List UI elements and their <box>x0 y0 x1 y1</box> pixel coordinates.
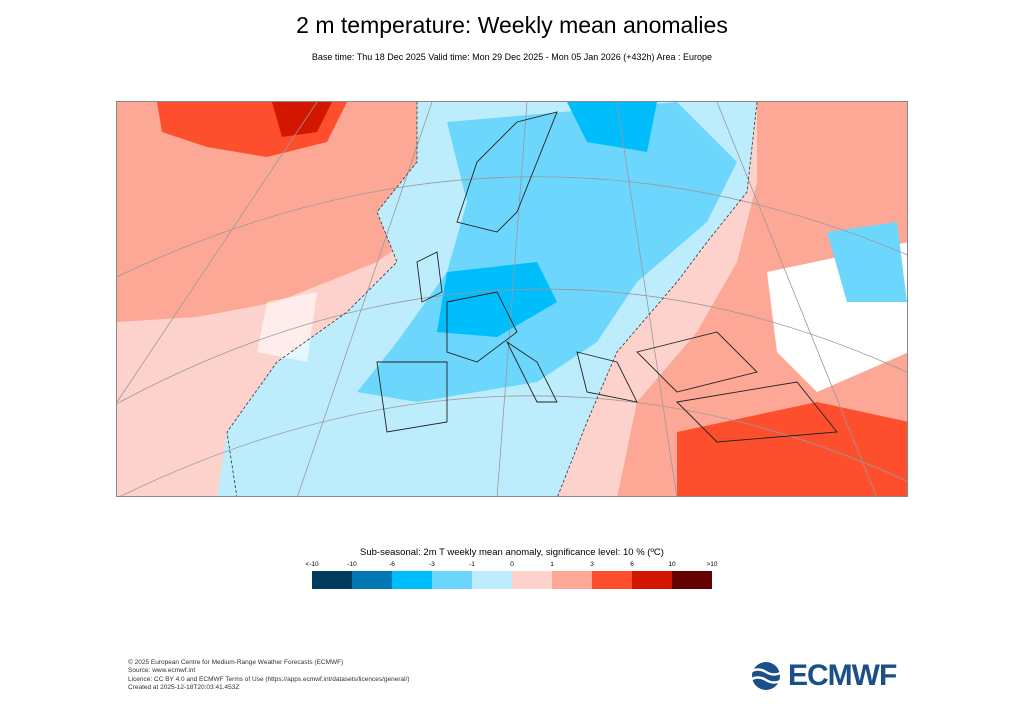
graticule <box>117 102 907 496</box>
legend-swatch-8 <box>632 571 672 589</box>
map-svg <box>117 102 907 496</box>
chart-subtitle: Base time: Thu 18 Dec 2025 Valid time: M… <box>311 52 713 62</box>
cold-patch-east <box>827 222 907 302</box>
footer-source: Source: www.ecmwf.int <box>128 667 196 675</box>
chart-title: 2 m temperature: Weekly mean anomalies <box>296 12 728 38</box>
legend-ticks: <-10 -10 -6 -3 -1 0 1 3 6 10 >10 <box>305 561 717 571</box>
legend-tick: -6 <box>389 561 395 568</box>
legend-swatch-2 <box>392 571 432 589</box>
legend-tick: -10 <box>347 561 357 568</box>
cold-central-europe <box>437 262 557 337</box>
legend-swatch-5 <box>512 571 552 589</box>
legend-tick: 10 <box>668 561 676 568</box>
legend-swatch-0 <box>312 571 352 589</box>
legend-swatch-7 <box>592 571 632 589</box>
neutral-patch-west <box>257 292 317 362</box>
legend-swatch-1 <box>352 571 392 589</box>
legend-tick: 1 <box>550 561 554 568</box>
legend-tick: <-10 <box>305 561 319 568</box>
legend-swatch-4 <box>472 571 512 589</box>
cold-barents <box>567 102 657 152</box>
legend-colorbar <box>312 571 712 589</box>
warm-atlantic-region <box>117 102 447 322</box>
legend-tick: -1 <box>469 561 475 568</box>
greenland-strong-warm <box>272 102 332 137</box>
footer: © 2025 European Centre for Medium-Range … <box>128 659 410 692</box>
ecmwf-logo-icon <box>749 662 783 690</box>
warm-east-region <box>617 102 907 496</box>
footer-licence: Licence: CC BY 4.0 and ECMWF Terms of Us… <box>128 675 410 683</box>
footer-copyright: © 2025 European Centre for Medium-Range … <box>128 659 344 666</box>
legend-tick: -3 <box>429 561 435 568</box>
legend-tick: 0 <box>510 561 514 568</box>
legend-swatch-6 <box>552 571 592 589</box>
anomaly-map <box>116 101 908 497</box>
ecmwf-logo-text: ECMWF <box>788 659 897 692</box>
legend-tick: 6 <box>630 561 634 568</box>
legend-tick: >10 <box>706 561 718 568</box>
significance-contours <box>226 102 758 496</box>
legend-swatch-3 <box>432 571 472 589</box>
legend-title: Sub-seasonal: 2m T weekly mean anomaly, … <box>360 547 664 558</box>
footer-created: Created at 2025-12-18T20:03:41.453Z <box>128 683 240 691</box>
warm-middle-east <box>677 402 907 496</box>
legend-tick: 3 <box>590 561 594 568</box>
ecmwf-logo: ECMWF <box>748 659 897 693</box>
coastlines <box>376 111 838 443</box>
legend-swatch-9 <box>672 571 712 589</box>
